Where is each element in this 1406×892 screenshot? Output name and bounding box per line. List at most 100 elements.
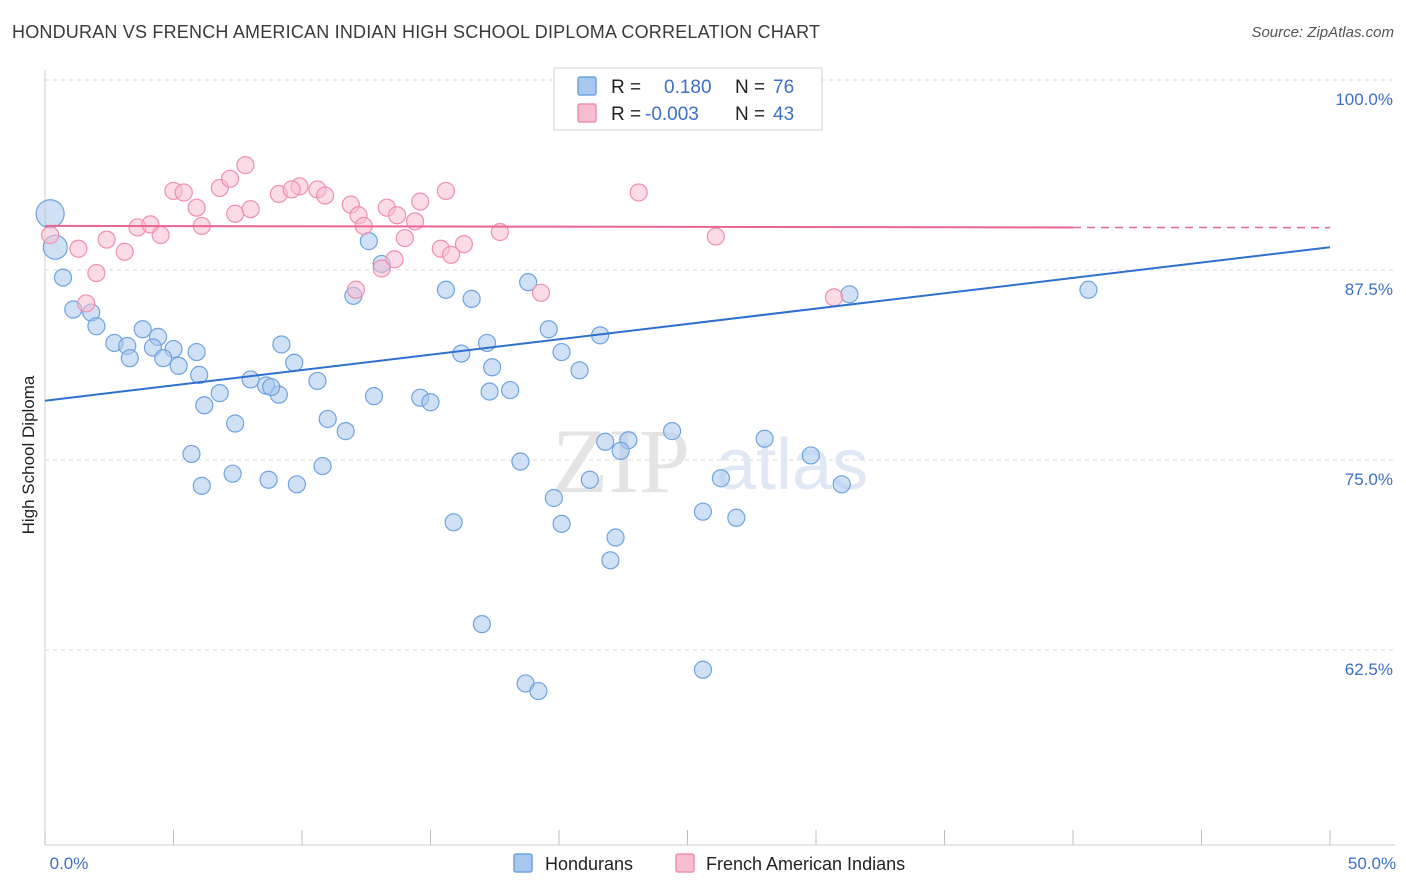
legend-n-value-1: 76: [773, 77, 794, 98]
y-axis-label: High School Diploma: [19, 375, 38, 534]
honduran-point: [552, 514, 571, 533]
honduran-point: [192, 476, 211, 495]
honduran-point: [840, 285, 859, 304]
legend-swatch-pink: [577, 103, 597, 123]
honduran-point: [519, 273, 538, 292]
honduran-point: [336, 422, 355, 441]
honduran-point: [87, 317, 106, 336]
honduran-point: [195, 396, 214, 415]
honduran-point: [313, 456, 332, 476]
french-american-indian-point: [241, 200, 260, 219]
honduran-point: [120, 349, 139, 368]
legend-n-label-2: N =: [735, 104, 765, 125]
honduran-point: [308, 371, 327, 391]
trend-line-hondurans: [44, 246, 1331, 402]
french-american-indian-point: [411, 192, 430, 211]
honduran-point: [832, 475, 851, 494]
honduran-point: [53, 268, 73, 287]
honduran-point: [187, 342, 206, 362]
honduran-point: [223, 464, 242, 483]
bottom-legend-french-american-indians: French American Indians: [706, 854, 905, 874]
honduran-point: [580, 470, 599, 489]
honduran-point: [436, 280, 456, 299]
honduran-point: [662, 422, 682, 441]
honduran-point: [285, 353, 304, 372]
french-american-indian-point: [77, 294, 96, 313]
honduran-point: [529, 681, 548, 701]
french-american-indian-point: [220, 169, 240, 188]
honduran-point: [169, 356, 188, 375]
honduran-point: [241, 370, 260, 389]
french-american-indian-point: [69, 239, 88, 258]
series-hondurans: [35, 199, 1098, 701]
french-american-indian-point: [87, 263, 106, 283]
y-tick-label: 62.5%: [1345, 660, 1393, 679]
french-american-indian-point: [41, 225, 60, 245]
legend-swatch-blue: [577, 76, 597, 96]
french-american-indian-point: [490, 222, 509, 242]
honduran-point: [596, 432, 615, 451]
honduran-point: [190, 365, 209, 384]
french-american-indian-point: [387, 206, 407, 225]
watermark: ZIP atlas: [552, 410, 868, 512]
french-american-indian-point: [174, 183, 193, 202]
honduran-point: [359, 232, 378, 251]
honduran-point: [727, 508, 746, 527]
honduran-point: [552, 342, 571, 362]
legend-box: [553, 67, 823, 131]
french-american-indian-point: [629, 183, 648, 202]
honduran-point: [210, 384, 229, 403]
french-american-indian-point: [436, 181, 456, 201]
series-french-american-indians: [41, 156, 844, 313]
french-american-indian-point: [226, 204, 245, 223]
french-american-indian-point: [824, 288, 844, 307]
french-american-indian-point: [706, 227, 725, 246]
french-american-indian-point: [316, 186, 335, 205]
source-label: Source: ZipAtlas.com: [1251, 24, 1394, 41]
honduran-point: [364, 387, 384, 406]
french-american-indian-point: [441, 245, 461, 264]
honduran-point: [318, 409, 337, 429]
honduran-point: [262, 377, 281, 397]
honduran-point: [606, 528, 625, 547]
honduran-point: [511, 452, 530, 471]
french-american-indian-point: [454, 235, 474, 254]
y-tick-labels: 100.0% 87.5% 75.0% 62.5%: [1335, 90, 1393, 679]
bottom-legend-hondurans: Hondurans: [545, 854, 633, 874]
chart-title: HONDURAN VS FRENCH AMERICAN INDIAN HIGH …: [12, 22, 821, 42]
honduran-point: [693, 502, 713, 521]
legend-r-value-1: 0.180: [664, 77, 712, 98]
french-american-indian-point: [346, 280, 366, 299]
french-american-indian-point: [395, 228, 414, 248]
honduran-point: [611, 441, 630, 460]
french-american-indian-point: [385, 250, 404, 269]
honduran-point: [182, 444, 201, 464]
honduran-point: [711, 469, 731, 488]
honduran-point: [755, 429, 774, 448]
honduran-point: [133, 320, 152, 339]
honduran-point: [462, 289, 481, 308]
honduran-point: [801, 446, 820, 465]
honduran-point: [226, 414, 245, 433]
legend: R = 0.180 N = 76 R = -0.003 N = 43: [553, 67, 823, 131]
legend-r-label-1: R =: [611, 77, 641, 98]
honduran-point: [154, 349, 173, 368]
honduran-point: [472, 615, 491, 634]
trend-lines: [44, 224, 1331, 402]
bottom-legend-swatch-pink: [675, 853, 695, 873]
honduran-point: [539, 320, 558, 339]
honduran-point: [35, 199, 65, 229]
x-tick-right: 50.0%: [1348, 854, 1396, 873]
axes: [44, 70, 1395, 846]
y-tick-label: 100.0%: [1335, 90, 1393, 109]
french-american-indian-point: [187, 198, 206, 217]
honduran-point: [272, 335, 291, 354]
honduran-point: [544, 488, 563, 508]
legend-n-value-2: 43: [773, 104, 794, 125]
honduran-point: [444, 513, 463, 532]
french-american-indian-point: [97, 230, 116, 249]
honduran-point: [570, 361, 589, 380]
honduran-point: [693, 660, 713, 679]
y-tick-label: 87.5%: [1345, 280, 1393, 299]
